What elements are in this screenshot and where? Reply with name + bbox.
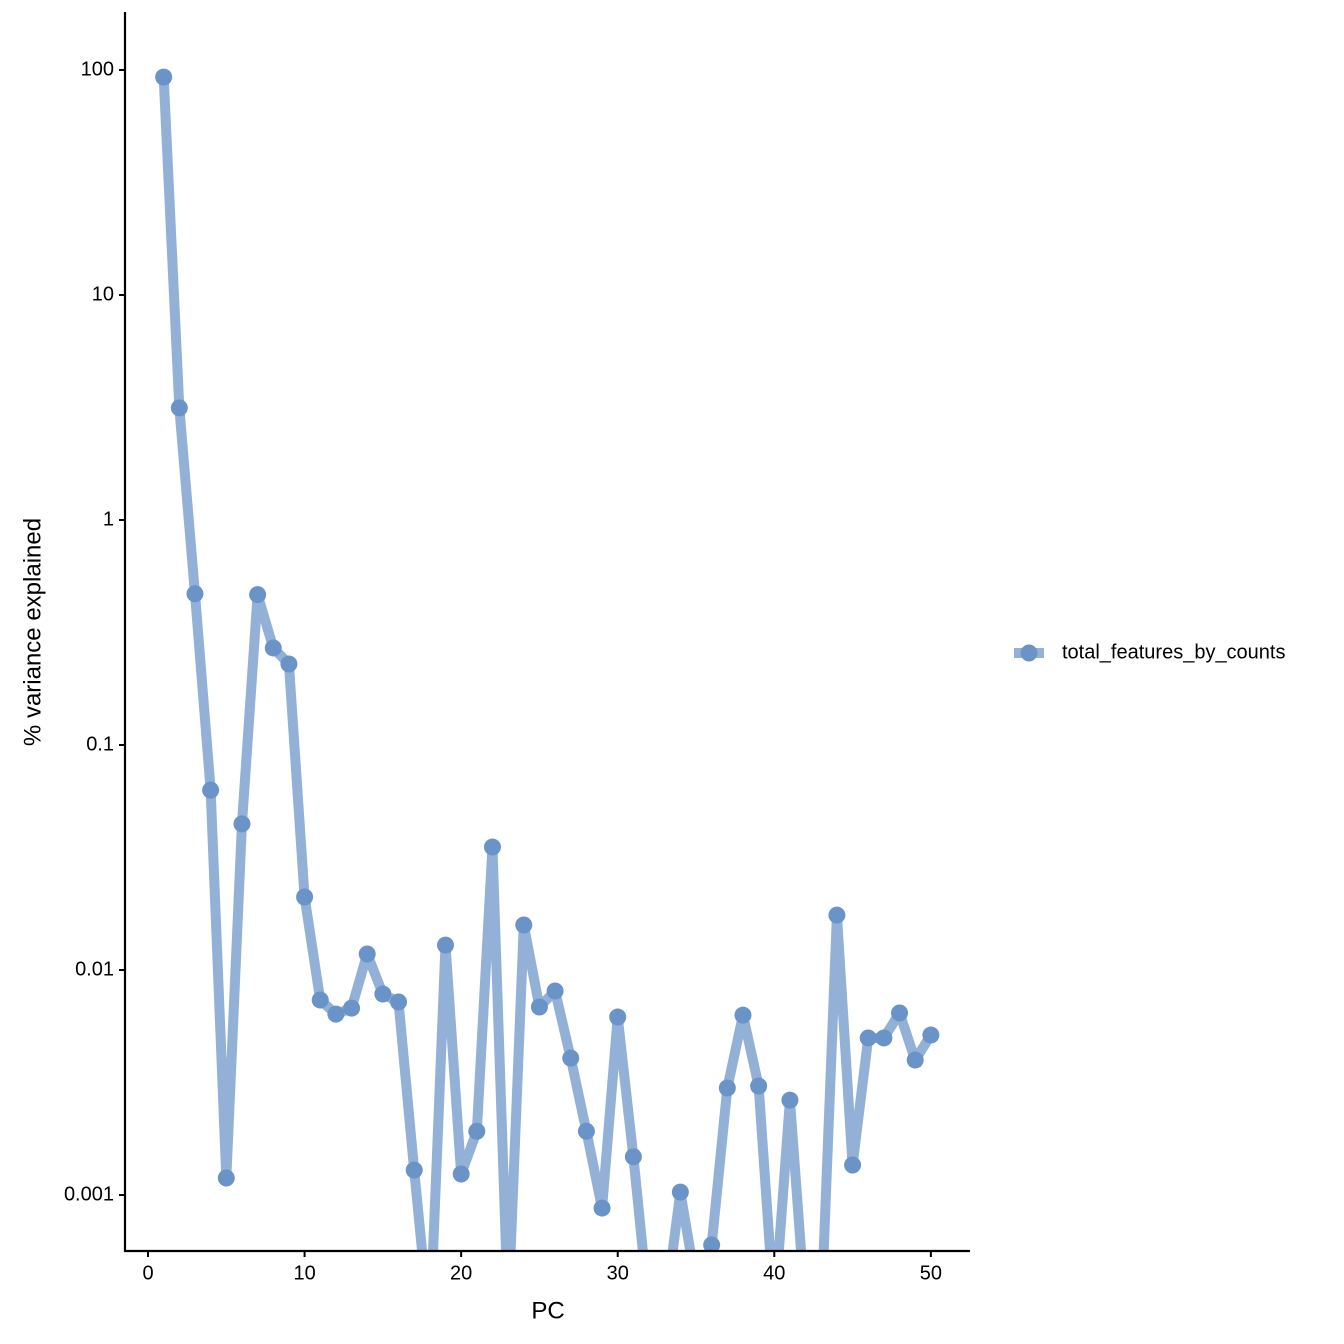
data-point [405,1161,423,1179]
data-point [249,586,267,604]
x-tick-label: 10 [293,1262,315,1284]
data-point [436,936,454,954]
data-point [797,1304,814,1321]
data-point [577,1122,595,1140]
data-point [609,1008,627,1026]
legend-marker [1020,644,1038,662]
data-point [859,1029,877,1047]
data-point [530,998,548,1016]
x-tick-label: 40 [763,1262,785,1284]
data-point [922,1026,940,1044]
data-point [562,1049,580,1067]
data-point [343,999,361,1017]
data-point [781,1091,799,1109]
data-point [641,1304,658,1321]
data-point [390,993,408,1011]
data-point [828,906,846,924]
data-point [688,1276,705,1293]
data-point [186,585,204,603]
data-point [906,1051,924,1069]
data-point [750,1077,768,1095]
data-point [233,815,251,833]
y-tick-label: 0.001 [64,1183,114,1205]
y-tick-label: 100 [81,58,114,80]
data-point [202,781,220,799]
data-point [844,1156,862,1174]
data-point [546,982,564,1000]
data-point [421,1322,438,1339]
data-point [671,1183,689,1201]
y-tick-label: 0.1 [86,733,114,755]
data-point [875,1029,893,1047]
x-tick-label: 20 [450,1262,472,1284]
data-point [155,68,173,86]
data-point [483,838,501,856]
data-point [718,1079,736,1097]
y-tick-label: 1 [103,508,114,530]
x-tick-label: 0 [142,1262,153,1284]
data-point [170,399,188,417]
data-point [734,1006,752,1024]
data-point [358,945,376,963]
data-point [624,1148,642,1166]
data-point [452,1165,470,1183]
y-tick-label: 0.01 [75,958,114,980]
data-point [327,1005,345,1023]
data-point [656,1304,673,1321]
data-point [280,655,298,673]
data-point [593,1199,611,1217]
y-tick-label: 10 [92,283,114,305]
data-point [813,1304,830,1321]
data-point [311,991,329,1009]
x-axis-title: PC [531,1297,564,1324]
data-point [374,985,392,1003]
legend-label: total_features_by_counts [1062,641,1286,663]
data-point [766,1304,783,1321]
x-tick-label: 50 [920,1262,942,1284]
data-point [217,1169,235,1187]
plot-area [155,68,940,1339]
data-point [515,916,533,934]
data-point [500,1304,517,1321]
data-point [264,639,282,657]
data-point [891,1004,909,1022]
series-line [158,76,936,1251]
data-point [468,1122,486,1140]
data-point [296,888,314,906]
x-tick-label: 30 [607,1262,629,1284]
data-point [703,1236,721,1251]
y-axis-title: % variance explained [19,518,46,746]
